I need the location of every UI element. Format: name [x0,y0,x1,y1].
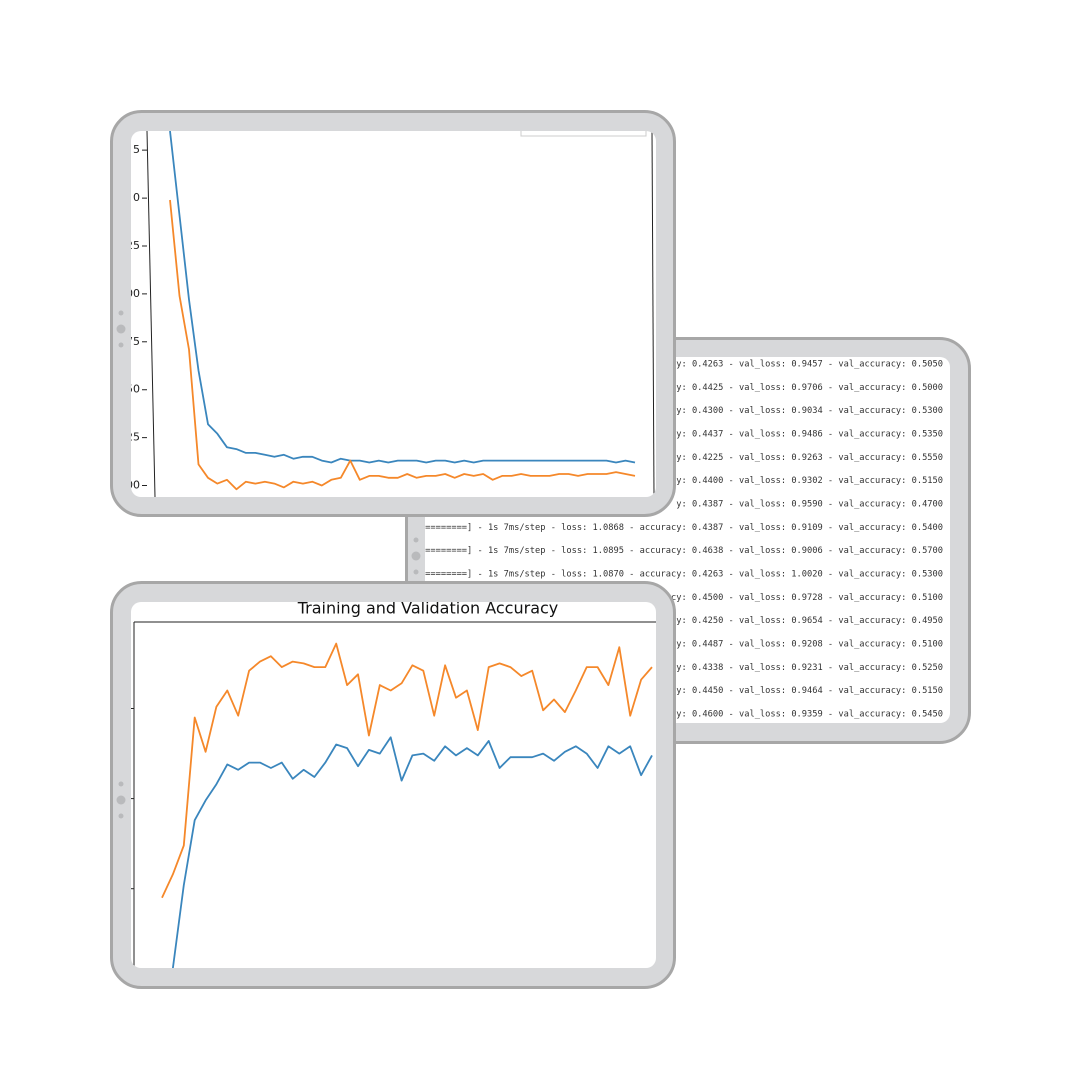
console-output: y: 0.4263 - val_loss: 0.9457 - val_accur… [420,360,943,720]
series-line [169,131,636,464]
y-tick-label: 75 [126,335,140,348]
console-line: =========] - 1s 7ms/step - loss: 1.0868 … [420,523,943,533]
y-tick-label: 25 [126,431,140,444]
console-line: racy: 0.4450 - val_loss: 0.9464 - val_ac… [661,686,943,696]
camera-dot [413,537,419,543]
console-line: =========] - 1s 7ms/step - loss: 1.0870 … [420,569,943,579]
axis-spine [651,131,655,497]
series-line [169,199,636,491]
console-line: y: 0.4600 - val_loss: 0.9359 - val_accur… [676,709,943,719]
console-line: =========] - 1s 7ms/step - loss: 1.0895 … [420,546,943,556]
console-line: cy: 0.4250 - val_loss: 0.9654 - val_accu… [671,616,943,626]
console-line: cy: 0.4500 - val_loss: 0.9728 - val_accu… [671,593,943,603]
y-tick-label: 0 [133,191,140,204]
screen [131,131,656,497]
console-line: y: 0.4263 - val_loss: 0.9457 - val_accur… [676,360,943,370]
camera-dot [116,795,126,805]
console-line: cy: 0.4338 - val_loss: 0.9231 - val_accu… [671,663,943,673]
accuracy-tablet: Training and Validation Accuracy [110,581,676,989]
legend-box [520,131,647,137]
camera-dot [118,310,124,316]
camera-dot [411,551,421,561]
console-line: y: 0.4425 - val_loss: 0.9706 - val_accur… [676,383,943,393]
y-tick-label: 50 [126,383,140,396]
camera-dot [118,813,124,819]
chart-title: Training and Validation Accuracy [297,599,559,618]
accuracy-chart: Training and Validation Accuracy [131,599,656,968]
console-line: y: 0.4437 - val_loss: 0.9486 - val_accur… [676,429,943,439]
console-line: cy: 0.4487 - val_loss: 0.9208 - val_accu… [671,639,943,649]
camera-dot [118,781,124,787]
y-tick-label: 25 [126,239,140,252]
console-line: y: 0.4400 - val_loss: 0.9302 - val_accur… [676,476,943,486]
y-tick-label: 00 [126,287,140,300]
screen [131,602,656,968]
console-line: y: 0.4300 - val_loss: 0.9034 - val_accur… [676,406,943,416]
camera-dot [116,324,126,334]
axis-spine [146,131,156,497]
console-line: y: 0.4225 - val_loss: 0.9263 - val_accur… [676,453,943,463]
y-tick-label: 5 [133,143,140,156]
camera-dot [118,342,124,348]
console-line: y: 0.4387 - val_loss: 0.9590 - val_accur… [676,499,943,509]
y-tick-label: 00 [126,479,140,492]
series-line [161,736,653,968]
series-line [161,642,653,899]
camera-dot [413,569,419,575]
